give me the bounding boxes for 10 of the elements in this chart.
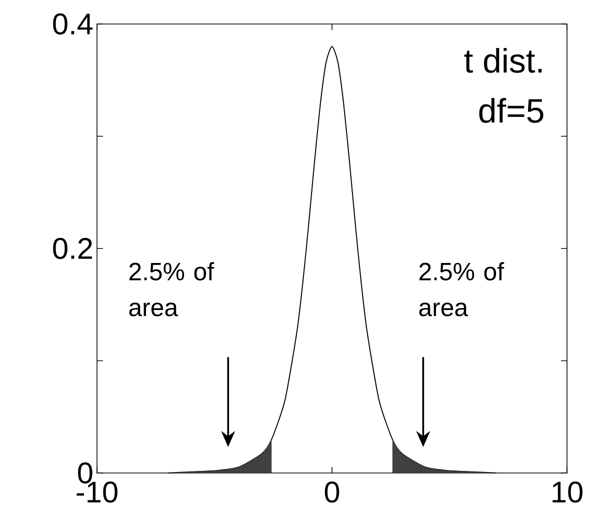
y-tick-label: 0.2 [53, 238, 92, 260]
annotation: df=5 [479, 98, 544, 123]
annotation: t dist. [464, 48, 542, 73]
annotation: 2.5% of area [419, 262, 504, 316]
x-tick-label: 0 [324, 482, 340, 503]
x-tick-label: 10 [552, 482, 582, 503]
y-tick-label: 0.4 [53, 13, 93, 35]
x-tick-label: -10 [76, 482, 118, 503]
annotation: 2.5% of area [129, 262, 214, 316]
y-tick-label: 0 [78, 462, 92, 484]
